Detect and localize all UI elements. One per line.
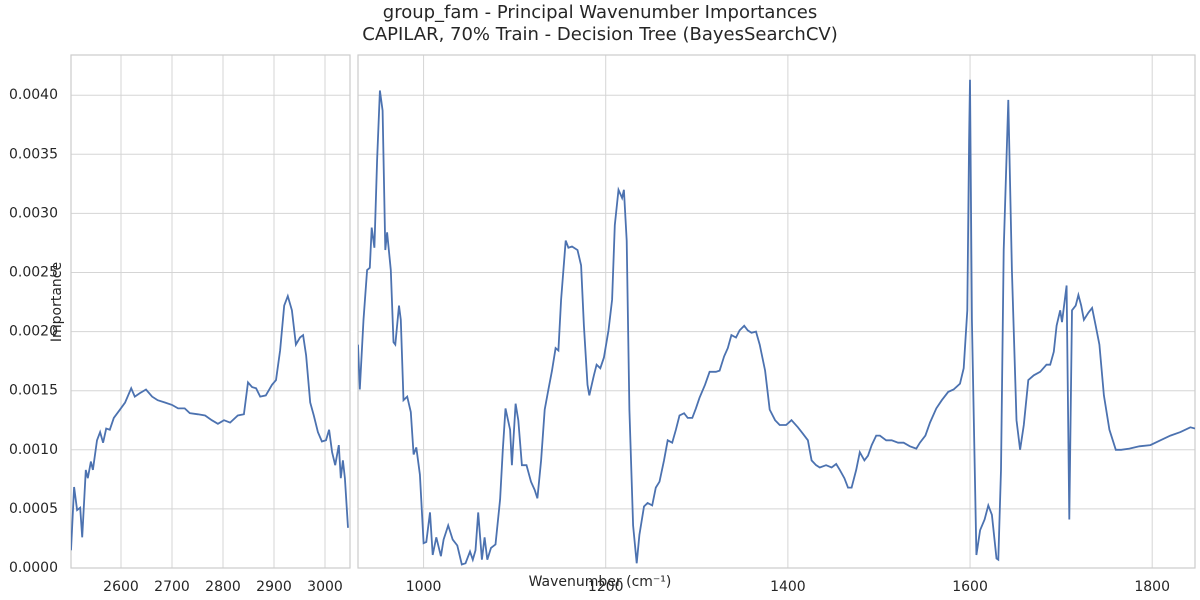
y-tick-label: 0.0035 (9, 146, 58, 162)
x-tick-label: 1800 (1134, 579, 1170, 595)
x-tick-label: 2700 (154, 579, 190, 595)
panel-frame (357, 54, 1196, 569)
data-line (71, 293, 349, 551)
x-tick-label: 2800 (205, 579, 241, 595)
y-tick-label: 0.0015 (9, 383, 58, 399)
y-tick-label: 0.0000 (9, 560, 58, 576)
x-tick-label: 2900 (256, 579, 292, 595)
x-tick-label: 2600 (103, 579, 139, 595)
x-tick-label: 1200 (588, 579, 624, 595)
data-line (358, 79, 1195, 566)
x-axis-label: Wavenumber (cm⁻¹) (529, 574, 672, 590)
x-tick-label: 1400 (770, 579, 806, 595)
x-tick-label: 1600 (952, 579, 988, 595)
x-tick-label: 1000 (406, 579, 442, 595)
y-tick-label: 0.0010 (9, 442, 58, 458)
y-tick-label: 0.0030 (9, 205, 58, 221)
x-tick-label: 3000 (307, 579, 343, 595)
y-tick-label: 0.0020 (9, 324, 58, 340)
y-tick-label: 0.0005 (9, 501, 58, 517)
y-tick-label: 0.0025 (9, 264, 58, 280)
chart-title: group_fam - Principal Wavenumber Importa… (383, 2, 817, 23)
panel-frame (70, 54, 351, 569)
chart-subtitle: CAPILAR, 70% Train - Decision Tree (Baye… (362, 24, 837, 45)
y-axis-label: Importance (49, 262, 65, 342)
y-tick-label: 0.0040 (9, 87, 58, 103)
